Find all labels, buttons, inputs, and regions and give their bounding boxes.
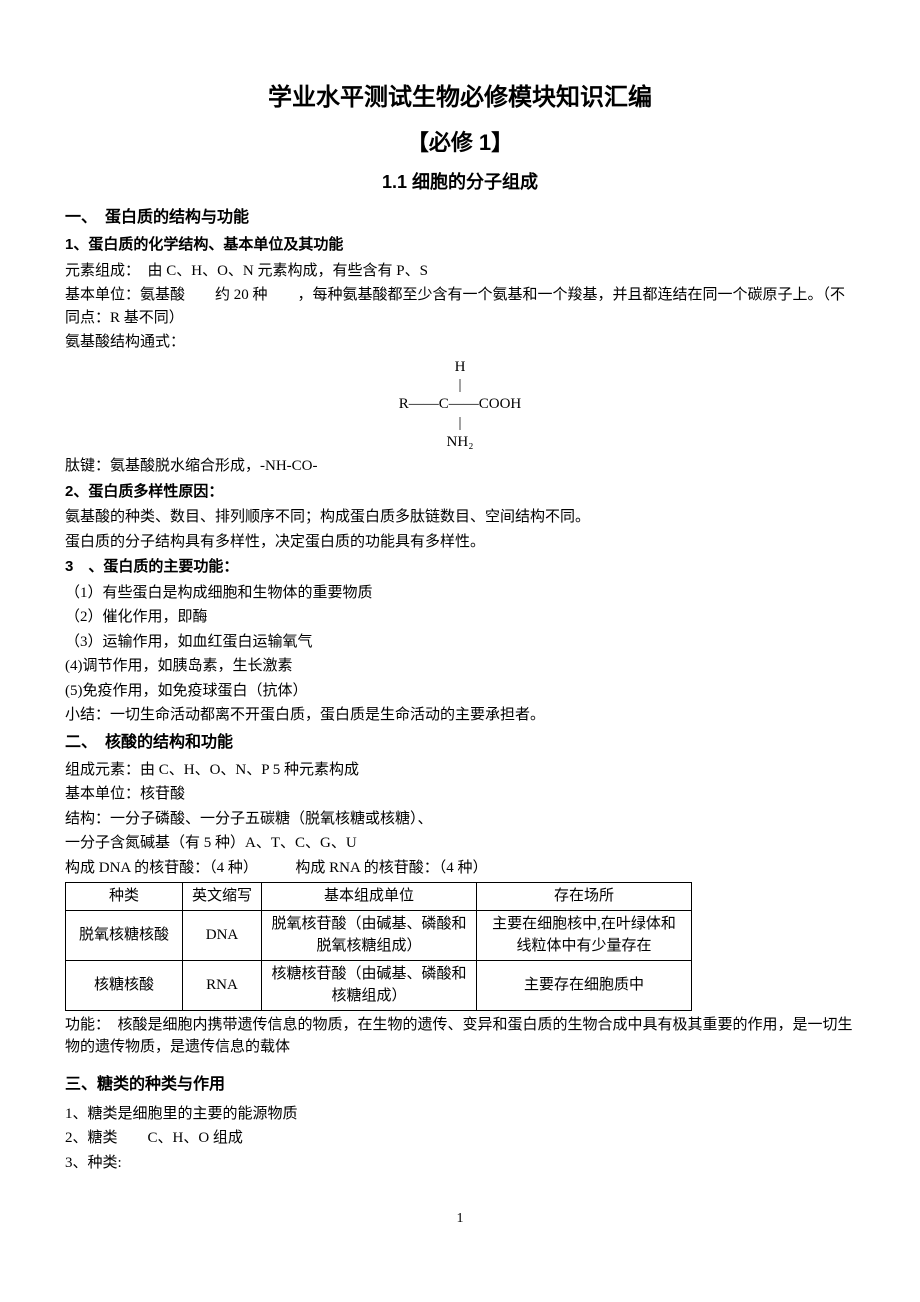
table-cell: 核糖核酸 [66,960,183,1010]
paragraph: 组成元素：由 C、H、O、N、P 5 种元素构成 [65,759,855,782]
formula-line: R——C——COOH [399,396,522,412]
table-cell: 脱氧核糖核酸 [66,910,183,960]
document-title: 学业水平测试生物必修模块知识汇编 [65,80,855,116]
paragraph: 基本单位：氨基酸 约 20 种 ，每种氨基酸都至少含有一个氨基和一个羧基，并且都… [65,284,855,329]
formula-line: | [458,415,461,431]
paragraph: 小结：一切生命活动都离不开蛋白质，蛋白质是生命活动的主要承担者。 [65,704,855,727]
paragraph: 氨基酸的种类、数目、排列顺序不同；构成蛋白质多肽链数目、空间结构不同。 [65,506,855,529]
table-cell: 主要存在细胞质中 [477,960,692,1010]
page-number: 1 [65,1208,855,1229]
table-cell: 核糖核苷酸（由碱基、磷酸和核糖组成） [262,960,477,1010]
table-cell: 脱氧核苷酸（由碱基、磷酸和脱氧核糖组成） [262,910,477,960]
table-cell: RNA [183,960,262,1010]
paragraph: 1、糖类是细胞里的主要的能源物质 [65,1103,855,1126]
paragraph: 结构：一分子磷酸、一分子五碳糖（脱氧核糖或核糖）、 [65,808,855,831]
table-row: 核糖核酸 RNA 核糖核苷酸（由碱基、磷酸和核糖组成） 主要存在细胞质中 [66,960,692,1010]
heading-nucleic-acid: 二、 核酸的结构和功能 [65,731,855,755]
paragraph: (5)免疫作用，如免疫球蛋白（抗体） [65,680,855,703]
table-header: 种类 [66,883,183,911]
formula-line: H [455,359,466,375]
paragraph: 构成 DNA 的核苷酸：（4 种） 构成 RNA 的核苷酸：（4 种） [65,857,855,880]
section-number: 1.1 细胞的分子组成 [65,169,855,196]
paragraph: 2、糖类 C、H、O 组成 [65,1127,855,1150]
paragraph: 3、种类: [65,1152,855,1175]
heading-carbohydrate: 三、糖类的种类与作用 [65,1073,855,1097]
table-cell: DNA [183,910,262,960]
table-header: 存在场所 [477,883,692,911]
paragraph: 功能： 核酸是细胞内携带遗传信息的物质，在生物的遗传、变异和蛋白质的生物合成中具… [65,1014,855,1059]
heading-protein: 一、 蛋白质的结构与功能 [65,206,855,230]
paragraph: 肽键：氨基酸脱水缩合形成，-NH-CO- [65,455,855,478]
table-header-row: 种类 英文缩写 基本组成单位 存在场所 [66,883,692,911]
paragraph: 氨基酸结构通式： [65,331,855,354]
table-cell: 主要在细胞核中,在叶绿体和线粒体中有少量存在 [477,910,692,960]
table-header: 英文缩写 [183,883,262,911]
table-row: 脱氧核糖核酸 DNA 脱氧核苷酸（由碱基、磷酸和脱氧核糖组成） 主要在细胞核中,… [66,910,692,960]
document-subtitle: 【必修 1】 [65,126,855,159]
paragraph: 基本单位：核苷酸 [65,783,855,806]
paragraph: 蛋白质的分子结构具有多样性，决定蛋白质的功能具有多样性。 [65,531,855,554]
paragraph: (4)调节作用，如胰岛素，生长激素 [65,655,855,678]
paragraph: （2）催化作用，即酶 [65,606,855,629]
paragraph: （1）有些蛋白是构成细胞和生物体的重要物质 [65,582,855,605]
nucleic-acid-table: 种类 英文缩写 基本组成单位 存在场所 脱氧核糖核酸 DNA 脱氧核苷酸（由碱基… [65,882,692,1011]
subheading-1-3: 3 、蛋白质的主要功能： [65,556,855,579]
paragraph: （3）运输作用，如血红蛋白运输氧气 [65,631,855,654]
subheading-1-2: 2、蛋白质多样性原因： [65,481,855,504]
amino-acid-formula: H | R——C——COOH | NH₂ [65,358,855,452]
subheading-1-1: 1、蛋白质的化学结构、基本单位及其功能 [65,234,855,257]
paragraph: 一分子含氮碱基（有 5 种）A、T、C、G、U [65,832,855,855]
table-header: 基本组成单位 [262,883,477,911]
paragraph: 元素组成： 由 C、H、O、N 元素构成，有些含有 P、S [65,260,855,283]
formula-line: NH₂ [447,434,474,450]
formula-line: | [458,377,461,393]
